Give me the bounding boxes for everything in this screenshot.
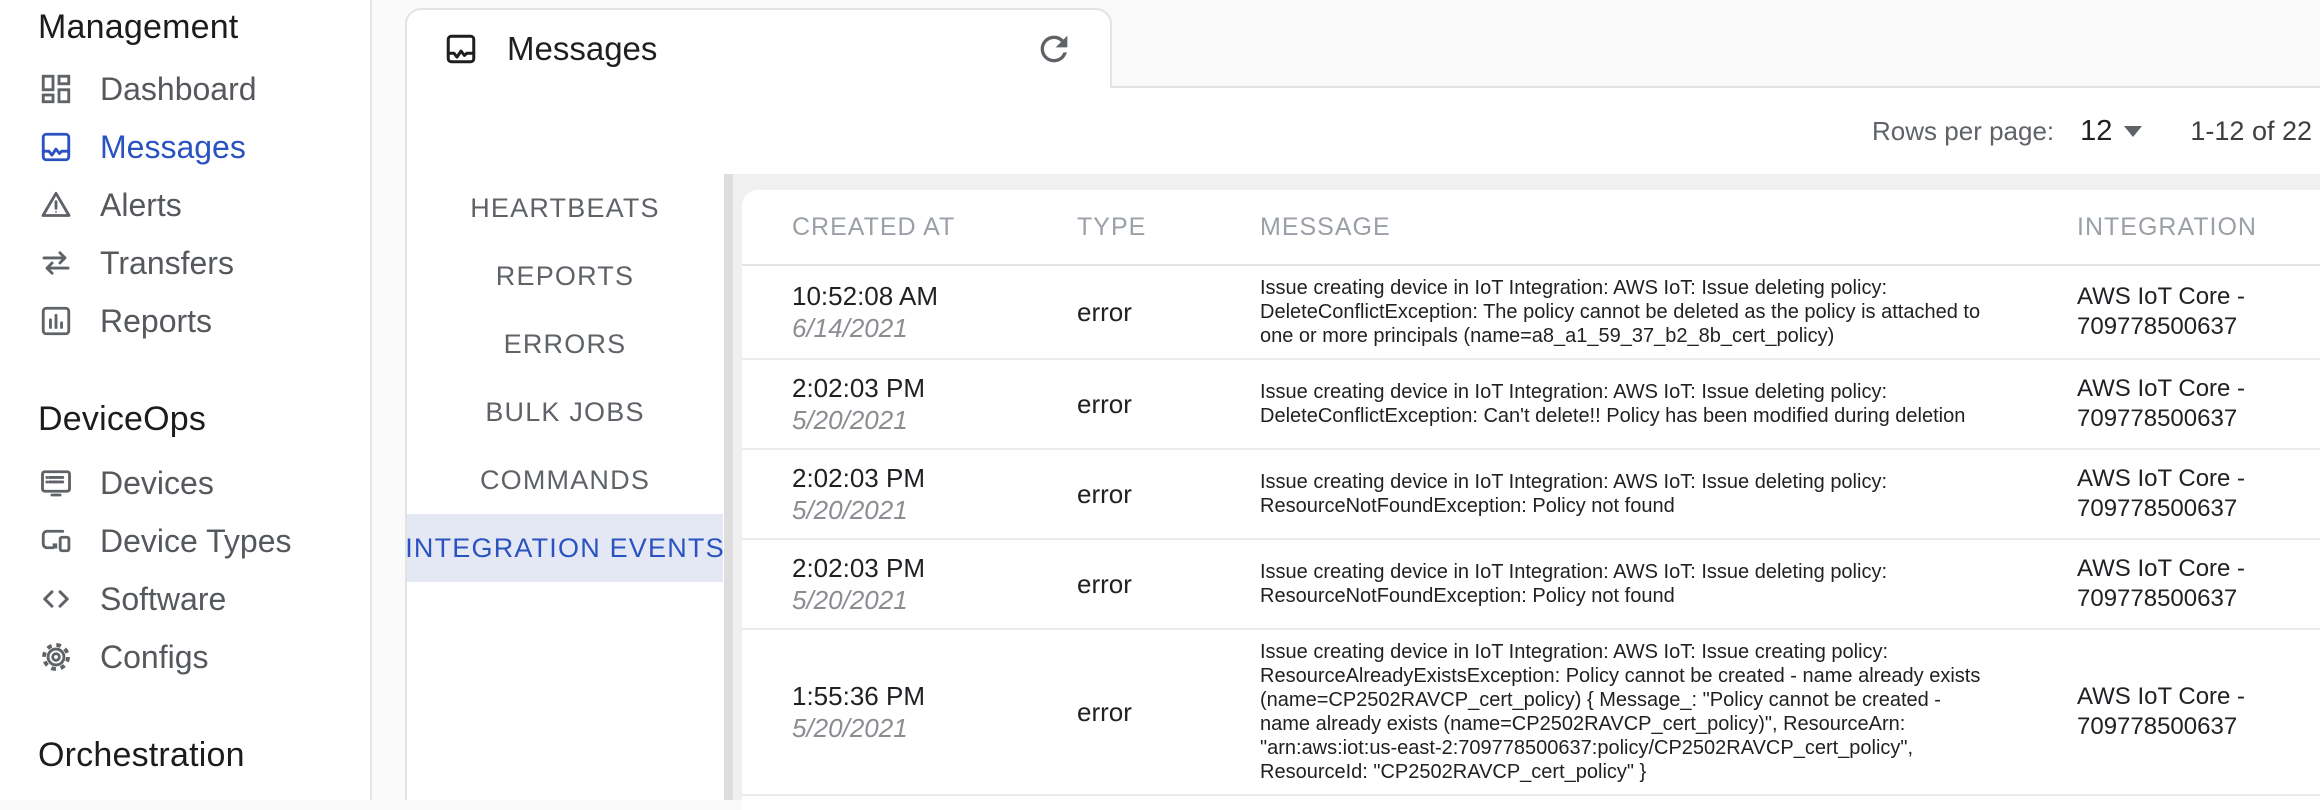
bar-chart-icon [38,303,74,339]
message-type-subnav: HEARTBEATS REPORTS ERRORS BULK JOBS COMM… [405,174,724,582]
dashboard-icon [38,71,74,107]
integration-cell: AWS IoT Core - 709778500637 [2077,375,2246,432]
sidebar-item-label: Reports [100,302,213,339]
events-table-card: CREATED AT TYPE MESSAGE INTEGRATION 10:5… [742,190,2320,810]
sidebar-item-label: Dashboard [100,70,257,107]
sidebar-item-software[interactable]: Software [38,570,370,628]
pagination-bar: Rows per page: 12 1-12 of 22 [1872,88,2320,174]
table-row[interactable]: 2:02:03 PM 5/20/2021 error Issue creatin… [742,540,2320,630]
column-header-integration: INTEGRATION [2077,212,2257,241]
sidebar-item-reports[interactable]: Reports [38,292,370,350]
refresh-icon [1040,35,1068,63]
message-cell: Issue creating device in IoT Integration… [1260,471,1888,517]
device-types-icon [38,523,74,559]
sidebar-section-orchestration: Orchestration [38,736,245,774]
sidebar-section-management: Management [38,8,239,46]
inbox-icon [38,129,74,165]
sidebar-item-label: Alerts [100,186,182,223]
sidebar-item-label: Messages [100,128,246,165]
sidebar-item-devices[interactable]: Devices [38,454,370,512]
warning-triangle-icon [38,187,74,223]
messages-panel: Rows per page: 12 1-12 of 22 HEARTBEATS … [405,86,2320,810]
subnav-item-errors[interactable]: ERRORS [503,328,627,359]
type-cell: error [1077,568,1132,599]
column-header-type: TYPE [1077,212,1147,241]
created-date: 6/14/2021 [792,313,908,343]
table-row[interactable]: 10:52:08 AM 6/14/2021 error Issue creati… [742,266,2320,360]
subnav-item-commands[interactable]: COMMANDS [479,464,651,495]
created-time: 10:52:08 AM [792,281,938,311]
created-date: 5/20/2021 [792,585,908,615]
messages-tab[interactable]: Messages [405,8,1112,88]
created-time: 2:02:03 PM [792,463,925,493]
created-at-cell: 1:55:36 PM 5/20/2021 [792,668,1077,756]
subnav-item-bulk-jobs[interactable]: BULK JOBS [485,396,645,427]
left-sidebar: Management Dashboard Messages Alert [0,0,372,800]
created-time: 1:55:36 PM [792,681,925,711]
created-at-cell: 10:52:08 AM 6/14/2021 [792,268,1077,356]
created-time: 2:02:03 PM [792,373,925,403]
created-date: 5/20/2021 [792,713,908,743]
rows-per-page-label: Rows per page: [1872,115,2055,146]
sidebar-item-label: Device Types [100,522,292,559]
transfer-arrows-icon [38,245,74,281]
gear-icon [38,639,74,675]
sidebar-section-deviceops: DeviceOps [38,400,207,438]
sidebar-item-device-types[interactable]: Device Types [38,512,370,570]
column-header-message: MESSAGE [1260,212,1391,241]
message-cell: Issue creating device in IoT Integration… [1260,641,1981,783]
subnav-item-integration-events[interactable]: INTEGRATION EVENTS [405,514,724,582]
inbox-icon [443,31,479,67]
code-icon [38,581,74,617]
tab-title: Messages [507,30,658,67]
integration-cell: AWS IoT Core - 709778500637 [2077,465,2246,522]
subnav-item-reports[interactable]: REPORTS [495,260,635,291]
created-time: 2:02:03 PM [792,553,925,583]
message-cell: Issue creating device in IoT Integration… [1260,381,1966,427]
created-at-cell: 2:02:03 PM 5/20/2021 [792,540,1077,628]
sidebar-item-alerts[interactable]: Alerts [38,176,370,234]
rows-per-page-value: 12 [2080,114,2113,147]
column-header-created-at: CREATED AT [792,212,956,241]
integration-cell: AWS IoT Core - 709778500637 [2077,283,2246,340]
sidebar-item-transfers[interactable]: Transfers [38,234,370,292]
rows-per-page-select[interactable]: 12 [2080,114,2143,148]
created-date: 5/20/2021 [792,495,908,525]
sidebar-item-configs[interactable]: Configs [38,628,370,686]
sidebar-item-label: Transfers [100,244,234,281]
refresh-button[interactable] [1034,29,1074,69]
sidebar-item-label: Devices [100,464,214,501]
message-cell: Issue creating device in IoT Integration… [1260,561,1888,607]
created-at-cell: 2:02:03 PM 5/20/2021 [792,450,1077,538]
table-header-row: CREATED AT TYPE MESSAGE INTEGRATION [742,190,2320,266]
sidebar-item-label: Software [100,580,227,617]
sidebar-item-dashboard[interactable]: Dashboard [38,60,370,118]
vertical-scrollbar[interactable] [724,174,733,800]
pagination-range: 1-12 of 22 [2190,115,2312,146]
message-cell: Issue creating device in IoT Integration… [1260,277,1981,347]
type-cell: error [1077,696,1132,727]
device-list-icon [38,465,74,501]
type-cell: error [1077,388,1132,419]
table-row[interactable]: 2:02:03 PM 5/20/2021 error Issue creatin… [742,450,2320,540]
table-row[interactable]: 1:55:36 PM 5/20/2021 error Issue creatin… [742,630,2320,796]
integration-cell: AWS IoT Core - 709778500637 [2077,683,2246,740]
chevron-down-icon [2124,125,2143,137]
created-at-cell: 2:02:03 PM 5/20/2021 [792,360,1077,448]
subnav-item-heartbeats[interactable]: HEARTBEATS [470,192,660,223]
type-cell: error [1077,296,1132,327]
sidebar-item-label: Configs [100,638,209,675]
table-background: CREATED AT TYPE MESSAGE INTEGRATION 10:5… [724,174,2320,810]
table-row[interactable]: 2:02:03 PM 5/20/2021 error Issue creatin… [742,360,2320,450]
sidebar-item-messages[interactable]: Messages [38,118,370,176]
created-date: 5/20/2021 [792,405,908,435]
type-cell: error [1077,478,1132,509]
integration-cell: AWS IoT Core - 709778500637 [2077,555,2246,612]
